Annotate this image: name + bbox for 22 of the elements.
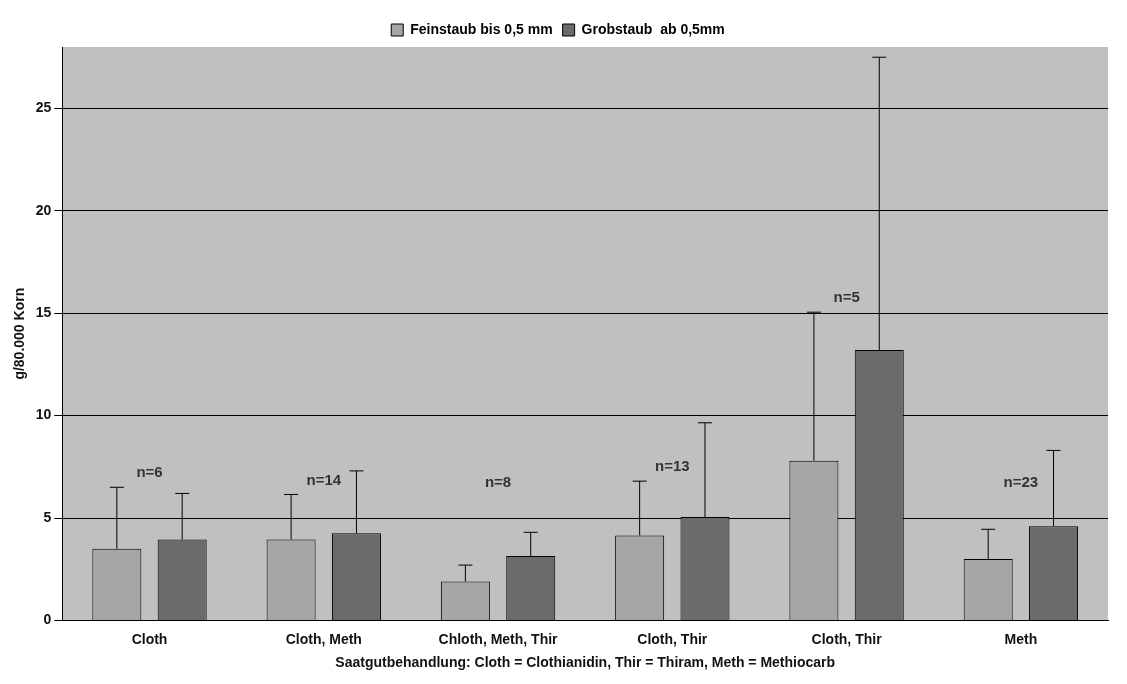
- x-tick-label: Cloth, Meth: [285, 630, 362, 647]
- x-axis-title: Saatgutbehandlung: Cloth = Clothianidin, Thir = Thiram, Meth = Methiocarb: [335, 654, 836, 671]
- x-tick-label: Chloth, Meth, Thir: [438, 630, 559, 647]
- y-axis-title: g/80.000 Korn: [11, 287, 28, 380]
- y-tick-label: 20: [35, 201, 52, 218]
- y-tick-label: 0: [43, 611, 52, 628]
- x-tick-label: Cloth, Thir: [637, 630, 708, 647]
- annotation: n=6: [136, 463, 163, 481]
- legend-label: Feinstaub bis 0,5 mm: [410, 20, 553, 37]
- y-tick-label: 5: [43, 508, 52, 525]
- y-tick-label: 10: [35, 406, 52, 423]
- y-tick-label: 15: [35, 304, 52, 321]
- x-tick-label: Cloth, Thir: [811, 630, 883, 647]
- annotation: n=23: [1003, 472, 1039, 490]
- x-tick-label: Cloth: [131, 630, 168, 647]
- annotation: n=13: [655, 457, 690, 475]
- x-tick-label: Meth: [1004, 630, 1038, 647]
- legend-label: Grobstaub ab 0,5mm: [581, 20, 725, 37]
- annotation: n=14: [306, 470, 342, 488]
- y-tick-label: 25: [35, 99, 52, 116]
- annotation: n=8: [484, 472, 512, 490]
- annotation: n=5: [833, 288, 860, 306]
